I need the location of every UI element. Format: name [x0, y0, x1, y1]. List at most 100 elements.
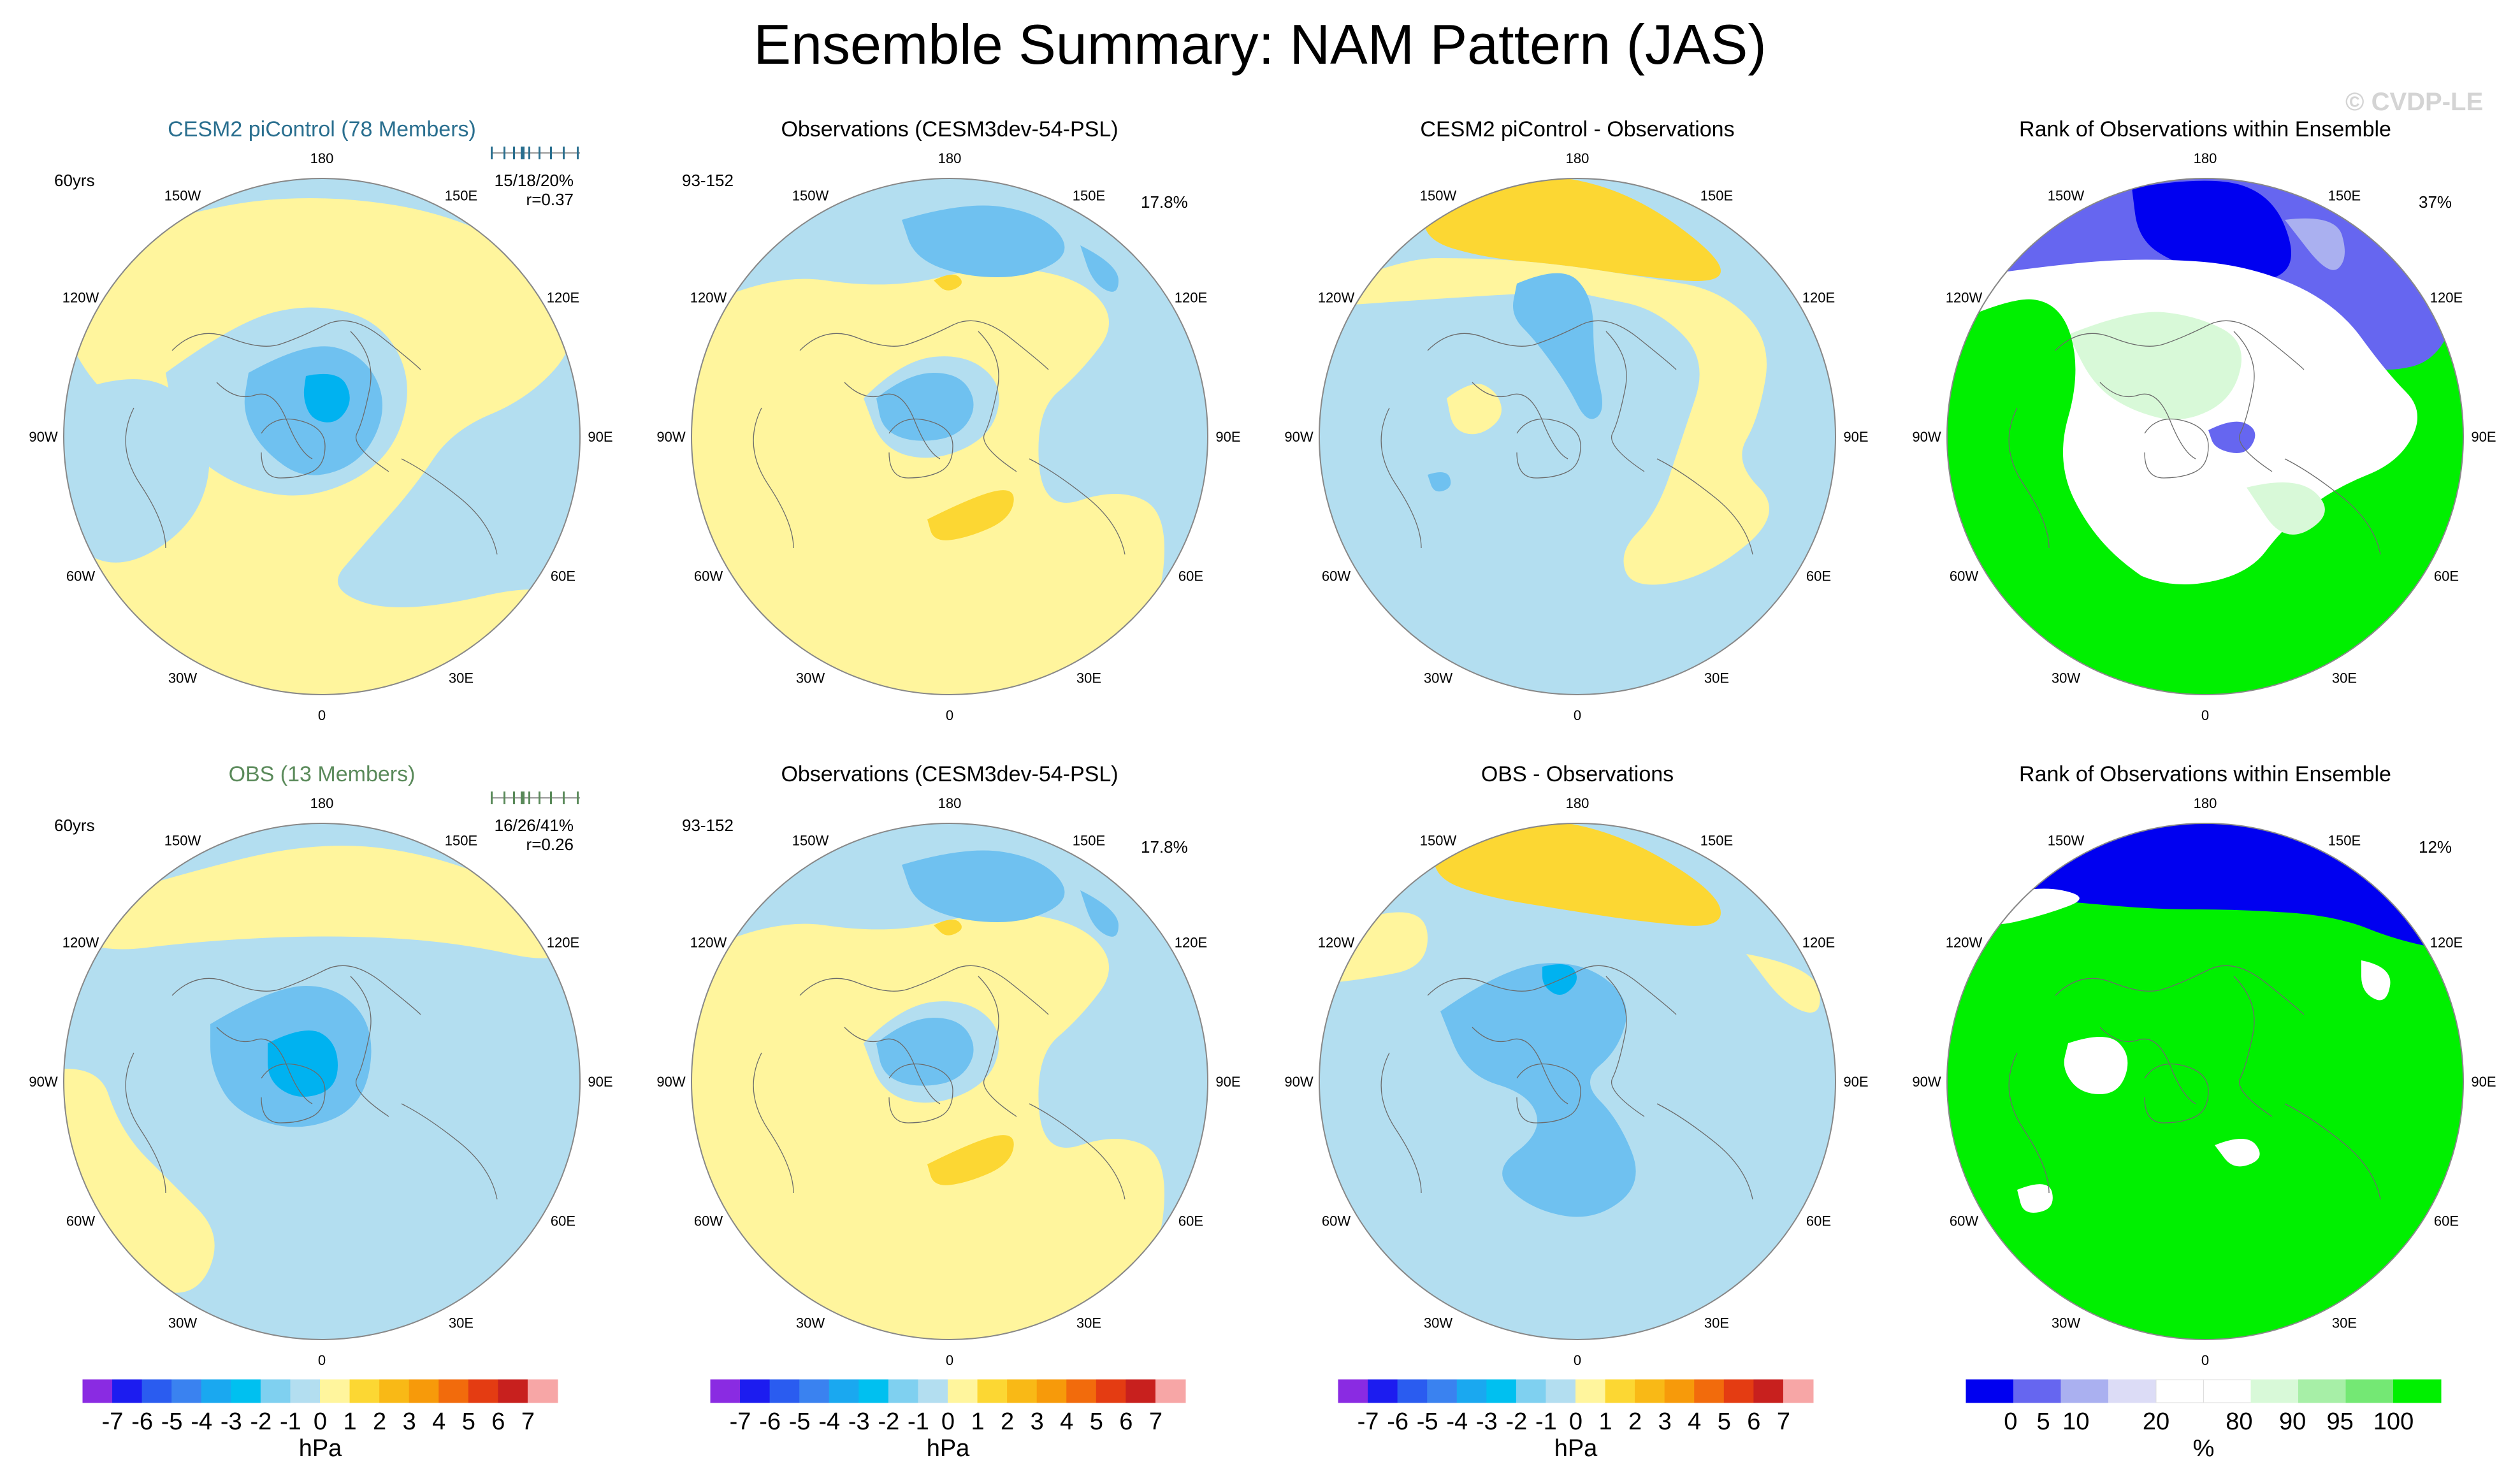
coastline: [978, 331, 1017, 472]
colorbar-swatch: [888, 1379, 919, 1403]
longitude-label: 30W: [2052, 670, 2080, 686]
colorbar-swatch: [977, 1379, 1008, 1403]
spread-tick: [503, 791, 505, 804]
colorbar-svg: 0 5 10 20 80 90 95 100%: [1966, 1379, 2442, 1462]
colorbar-tick-label: 90: [2279, 1408, 2306, 1435]
longitude-label: 30E: [1076, 670, 1101, 686]
coastline: [2144, 1063, 2209, 1124]
longitude-label: 60E: [1806, 1213, 1831, 1229]
colorbar-tick-label: 7: [1777, 1408, 1790, 1435]
longitude-label: 90E: [1215, 1074, 1240, 1090]
colorbar-swatch: [1694, 1379, 1725, 1403]
colorbar-tick-label: 6: [1747, 1408, 1760, 1435]
colorbar-swatch: [2345, 1379, 2394, 1403]
longitude-label: 90E: [1843, 429, 1868, 445]
polar-map: 180 150E 120E 90E 60E 30E 0 30W 60W 90W 120W 150W: [656, 150, 1240, 723]
colorbar-swatch: [1605, 1379, 1636, 1403]
colorbar-swatch: [527, 1379, 558, 1403]
colorbar-swatch: [1427, 1379, 1458, 1403]
colorbar-tick-label: -2: [250, 1408, 272, 1435]
spread-tick: [491, 791, 493, 804]
colorbar-swatch: [1066, 1379, 1097, 1403]
longitude-label: 180: [2194, 795, 2217, 811]
longitude-label: 30E: [1704, 1315, 1729, 1331]
colorbar-swatch: [2108, 1379, 2157, 1403]
longitude-label: 30E: [2332, 1315, 2357, 1331]
colorbar-rank: 0 5 10 20 80 90 95 100%: [1966, 1379, 2442, 1463]
coastline: [799, 965, 1049, 1015]
map-region: [692, 913, 1164, 1340]
colorbar-tick-label: -5: [161, 1408, 183, 1435]
colorbar-swatch: [1397, 1379, 1428, 1403]
map-region: [1428, 472, 1451, 492]
colorbar-swatch: [260, 1379, 291, 1403]
map-region: [934, 275, 962, 291]
coastline: [1029, 1103, 1126, 1200]
longitude-label: 150W: [164, 188, 201, 204]
longitude-label: 150W: [792, 188, 829, 204]
colorbar-swatch: [171, 1379, 202, 1403]
colorbar-tick-label: -5: [1417, 1408, 1438, 1435]
longitude-label: 60E: [1806, 568, 1831, 584]
longitude-label: 180: [1566, 795, 1589, 811]
longitude-label: 0: [2201, 707, 2209, 723]
colorbar-tick-label: 3: [1031, 1408, 1044, 1435]
polar-map: 180 150E 120E 90E 60E 30E 0 30W 60W 90W 120W 150W: [656, 795, 1240, 1368]
coastline: [350, 976, 389, 1117]
ensemble-spread-bar: [491, 791, 580, 804]
longitude-label: 90W: [1912, 429, 1941, 445]
map-region: [2361, 960, 2391, 1001]
map-region: [1080, 245, 1119, 292]
panel-difference: CESM2 piControl - Observations 180 150E 120…: [1262, 115, 1893, 765]
map-region: [2285, 218, 2345, 270]
colorbar-swatch: [1546, 1379, 1576, 1403]
colorbar-swatch: [2155, 1379, 2204, 1403]
spread-tick: [528, 147, 530, 159]
colorbar-swatch: [82, 1379, 113, 1403]
longitude-label: 90E: [588, 1074, 612, 1090]
colorbar-tick-label: 1: [1598, 1408, 1612, 1435]
longitude-label: 180: [2194, 150, 2217, 166]
colorbar-tick-label: 100: [2373, 1408, 2414, 1435]
colorbar-tick-label: -5: [789, 1408, 811, 1435]
longitude-label: 0: [946, 1352, 953, 1368]
coastlines: [125, 965, 498, 1200]
longitude-label: 30W: [796, 1315, 825, 1331]
longitude-label: 150E: [1700, 833, 1733, 849]
spread-tick: [550, 791, 552, 804]
map-region: [2215, 1139, 2260, 1167]
map-field: [1947, 823, 2463, 1340]
coastline: [401, 458, 498, 555]
longitude-label: 0: [318, 1352, 326, 1368]
colorbar-tick-label: -4: [818, 1408, 840, 1435]
longitude-label: 30W: [168, 1315, 197, 1331]
coastline: [2055, 965, 2305, 1015]
colorbar-svg: -7 -6 -5 -4 -3 -2 -1 0 1 2 3 4 5 6 7 hPa: [710, 1379, 1186, 1462]
map-region: [1746, 954, 1820, 1013]
colorbar-swatch: [1516, 1379, 1547, 1403]
map-region: [1080, 890, 1119, 937]
colorbar-swatch: [379, 1379, 410, 1403]
coastline: [2099, 382, 2196, 459]
colorbar-unit: %: [2193, 1435, 2215, 1462]
colorbar-tick-label: 2: [1001, 1408, 1014, 1435]
panel-rank-2: Rank of Observations within Ensemble 180 1…: [1890, 760, 2520, 1410]
map-region: [268, 1030, 338, 1097]
colorbar-tick-label: 4: [1060, 1408, 1073, 1435]
colorbar-swatch: [2298, 1379, 2347, 1403]
longitude-label: 0: [946, 707, 953, 723]
coastline: [799, 320, 1049, 370]
colorbar-swatch: [1036, 1379, 1068, 1403]
coastline: [1605, 976, 1645, 1117]
map-outline: [63, 823, 581, 1340]
longitude-label: 90W: [29, 429, 57, 445]
period-label: 60yrs: [54, 171, 95, 190]
panel-rank: Rank of Observations within Ensemble 180 1…: [1890, 115, 2520, 765]
watermark: © CVDP-LE: [2345, 88, 2484, 116]
colorbar-svg: -7 -6 -5 -4 -3 -2 -1 0 1 2 3 4 5 6 7 hPa: [1338, 1379, 1814, 1462]
longitude-label: 60W: [1322, 1213, 1351, 1229]
colorbar-tick-label: 7: [521, 1408, 535, 1435]
colorbar-swatch: [1966, 1379, 2014, 1403]
longitude-label: 30E: [2332, 670, 2357, 686]
colorbar-tick-label: 4: [1688, 1408, 1701, 1435]
